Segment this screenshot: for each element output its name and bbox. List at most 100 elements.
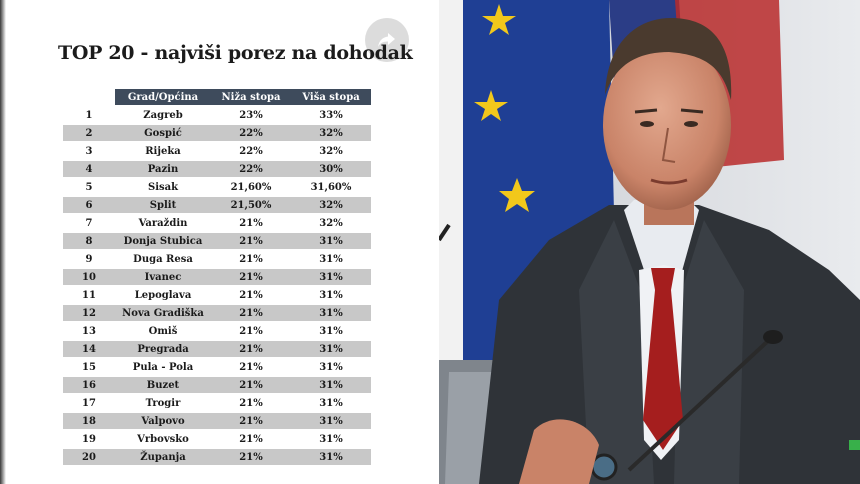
right-eyebrow: [680, 108, 704, 114]
city-cell: Pregrada: [115, 341, 211, 357]
low-rate-cell: 21%: [211, 413, 291, 429]
table-row: 7 Varaždin 21% 32%: [63, 215, 371, 231]
high-rate-cell: 32%: [291, 197, 371, 213]
table-row: 11 Lepoglava 21% 31%: [63, 287, 371, 303]
city-cell: Vrbovsko: [115, 431, 211, 447]
rank-cell: 5: [63, 179, 115, 195]
rank-cell: 4: [63, 161, 115, 177]
rank-cell: 3: [63, 143, 115, 159]
left-eyebrow: [634, 108, 658, 114]
rank-cell: 16: [63, 377, 115, 393]
high-rate-cell: 31%: [291, 413, 371, 429]
rank-cell: 8: [63, 233, 115, 249]
high-rate-cell: 33%: [291, 107, 371, 123]
city-cell: Županja: [115, 449, 211, 465]
rank-cell: 19: [63, 431, 115, 447]
rank-cell: 13: [63, 323, 115, 339]
face: [603, 40, 731, 210]
table-row: 6 Split 21,50% 32%: [63, 197, 371, 213]
city-cell: Varaždin: [115, 215, 211, 231]
rank-cell: 10: [63, 269, 115, 285]
table-row: 2 Gospić 22% 32%: [63, 125, 371, 141]
lapel-left: [579, 220, 654, 484]
city-cell: Pula - Pola: [115, 359, 211, 375]
wristwatch-icon: [590, 453, 618, 481]
low-rate-cell: 21,60%: [211, 179, 291, 195]
high-rate-cell: 32%: [291, 125, 371, 141]
city-cell: Pazin: [115, 161, 211, 177]
city-cell: Valpovo: [115, 413, 211, 429]
city-cell: Trogir: [115, 395, 211, 411]
table-row: 19 Vrbovsko 21% 31%: [63, 431, 371, 447]
high-rate-cell: 32%: [291, 143, 371, 159]
table-row: 9 Duga Resa 21% 31%: [63, 251, 371, 267]
microphone: [627, 338, 771, 472]
panel-edge-shadow: [0, 0, 6, 484]
low-rate-cell: 21%: [211, 431, 291, 447]
mouth: [650, 178, 688, 185]
high-rate-cell: 32%: [291, 215, 371, 231]
table-row: 12 Nova Gradiška 21% 31%: [63, 305, 371, 321]
high-rate-cell: 31%: [291, 359, 371, 375]
low-rate-cell: 21%: [211, 215, 291, 231]
table-row: 4 Pazin 22% 30%: [63, 161, 371, 177]
high-rate-cell: 31%: [291, 449, 371, 465]
city-cell: Duga Resa: [115, 251, 211, 267]
low-rate-cell: 21,50%: [211, 197, 291, 213]
rank-cell: 7: [63, 215, 115, 231]
table-row: 17 Trogir 21% 31%: [63, 395, 371, 411]
white-flag: [439, 0, 463, 360]
city-cell: Lepoglava: [115, 287, 211, 303]
table-row: 10 Ivanec 21% 31%: [63, 269, 371, 285]
low-rate-cell: 22%: [211, 143, 291, 159]
city-cell: Gospić: [115, 125, 211, 141]
rank-cell: 6: [63, 197, 115, 213]
low-rate-cell: 21%: [211, 233, 291, 249]
eu-star-icon: [499, 178, 535, 212]
table-row: 18 Valpovo 21% 31%: [63, 413, 371, 429]
microphone-left: [439, 223, 451, 242]
low-rate-cell: 21%: [211, 449, 291, 465]
table-row: 1 Zagreb 23% 33%: [63, 107, 371, 123]
divider: [436, 0, 439, 484]
city-cell: Nova Gradiška: [115, 305, 211, 321]
right-eye: [684, 121, 698, 127]
high-rate-cell: 31,60%: [291, 179, 371, 195]
eu-star-icon: [482, 4, 516, 35]
table-row: 8 Donja Stubica 21% 31%: [63, 233, 371, 249]
hand: [519, 419, 599, 484]
table-row: 16 Buzet 21% 31%: [63, 377, 371, 393]
tax-table: Grad/Općina Niža stopa Viša stopa 1 Zagre…: [63, 87, 371, 467]
nose: [661, 127, 676, 163]
rank-cell: 11: [63, 287, 115, 303]
high-rate-cell: 31%: [291, 305, 371, 321]
page-title: TOP 20 - najviši porez na dohodak: [58, 42, 413, 64]
share-button[interactable]: [365, 18, 409, 62]
table-header-row: Grad/Općina Niža stopa Viša stopa: [63, 89, 371, 105]
rank-cell: 2: [63, 125, 115, 141]
high-rate-cell: 31%: [291, 395, 371, 411]
table-row: 20 Županja 21% 31%: [63, 449, 371, 465]
city-cell: Sisak: [115, 179, 211, 195]
table-body: 1 Zagreb 23% 33% 2 Gospić 22% 32% 3 Rijeka 22% 32% 4…: [63, 107, 371, 465]
city-cell: Ivanec: [115, 269, 211, 285]
high-rate-cell: 31%: [291, 341, 371, 357]
header-low-rate: Niža stopa: [211, 89, 291, 105]
table-row: 5 Sisak 21,60% 31,60%: [63, 179, 371, 195]
rank-cell: 20: [63, 449, 115, 465]
header-high-rate: Viša stopa: [291, 89, 371, 105]
microphone-head: [763, 330, 783, 344]
header-rank: [63, 89, 115, 105]
high-rate-cell: 31%: [291, 233, 371, 249]
low-rate-cell: 22%: [211, 125, 291, 141]
city-cell: Zagreb: [115, 107, 211, 123]
table-row: 14 Pregrada 21% 31%: [63, 341, 371, 357]
rank-cell: 17: [63, 395, 115, 411]
city-cell: Donja Stubica: [115, 233, 211, 249]
low-rate-cell: 23%: [211, 107, 291, 123]
header-city: Grad/Općina: [115, 89, 211, 105]
city-cell: Buzet: [115, 377, 211, 393]
city-cell: Split: [115, 197, 211, 213]
high-rate-cell: 31%: [291, 251, 371, 267]
low-rate-cell: 21%: [211, 395, 291, 411]
